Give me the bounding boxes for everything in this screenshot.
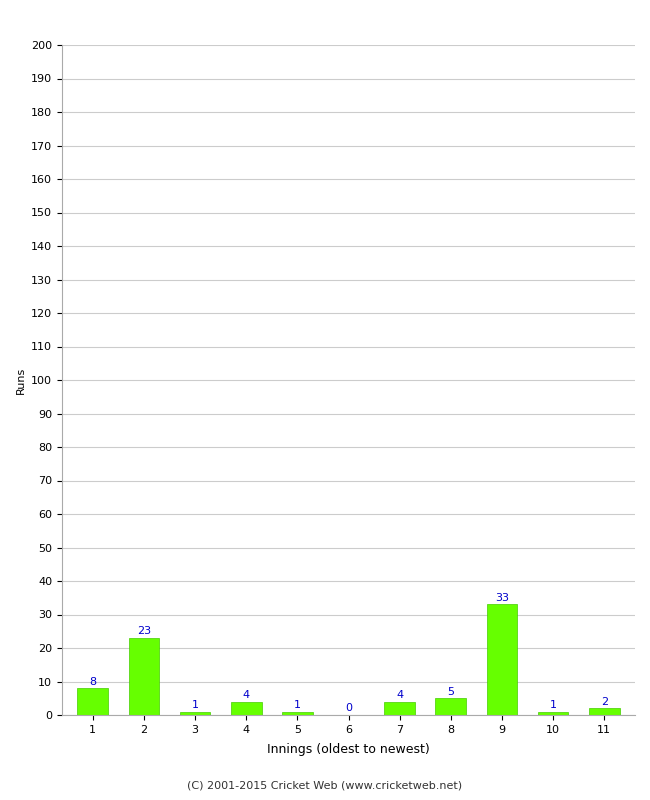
- Bar: [129, 638, 159, 715]
- Bar: [538, 712, 569, 715]
- Text: 8: 8: [89, 677, 96, 686]
- Text: 33: 33: [495, 593, 509, 602]
- Text: 1: 1: [550, 700, 556, 710]
- Bar: [77, 688, 108, 715]
- Text: (C) 2001-2015 Cricket Web (www.cricketweb.net): (C) 2001-2015 Cricket Web (www.cricketwe…: [187, 781, 463, 790]
- Bar: [282, 712, 313, 715]
- Text: 2: 2: [601, 697, 608, 706]
- Text: 1: 1: [294, 700, 301, 710]
- Bar: [487, 605, 517, 715]
- Text: 5: 5: [447, 686, 454, 697]
- Bar: [384, 702, 415, 715]
- Text: 4: 4: [396, 690, 403, 700]
- Bar: [589, 708, 619, 715]
- Bar: [179, 712, 211, 715]
- Text: 4: 4: [242, 690, 250, 700]
- Bar: [231, 702, 261, 715]
- Text: 1: 1: [192, 700, 198, 710]
- X-axis label: Innings (oldest to newest): Innings (oldest to newest): [267, 743, 430, 756]
- Text: 0: 0: [345, 703, 352, 714]
- Y-axis label: Runs: Runs: [16, 366, 25, 394]
- Bar: [436, 698, 466, 715]
- Text: 23: 23: [136, 626, 151, 636]
